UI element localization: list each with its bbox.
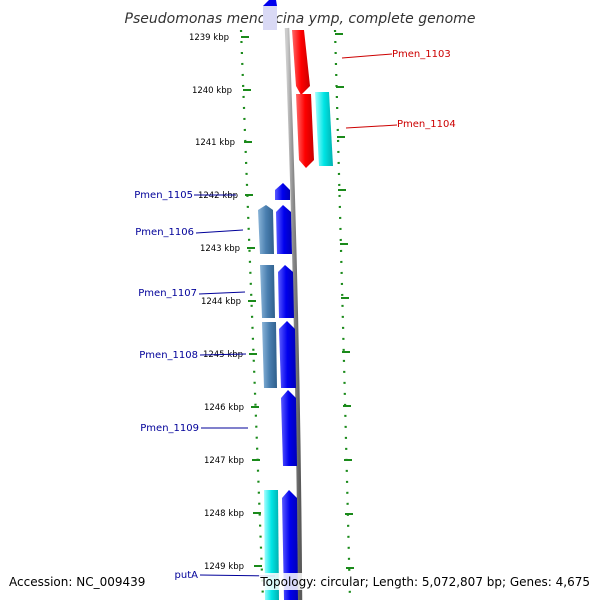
- scale-tick-label: 1248 kbp: [204, 509, 244, 519]
- outer-ticks: [335, 33, 354, 569]
- scale-tick-label: 1240 kbp: [192, 86, 232, 96]
- gene-arrow-puta[interactable]: [282, 490, 298, 600]
- gene-label-puta[interactable]: putA: [175, 570, 199, 581]
- gene-label-pmen-1105[interactable]: Pmen_1105: [134, 190, 193, 201]
- gene-arrow-pmen-1107-alt[interactable]: [260, 265, 275, 318]
- scale-tick-label: 1243 kbp: [200, 244, 240, 254]
- gene-arrow-pmen-1108-alt[interactable]: [262, 322, 277, 388]
- gene-arrow-pmen-1104[interactable]: [296, 94, 314, 168]
- scale-tick-label: 1247 kbp: [204, 456, 244, 466]
- gene-arrow-top-edge-core: [263, 0, 277, 6]
- leader-line: [341, 53, 393, 59]
- scale-tick-label: 1244 kbp: [201, 297, 241, 307]
- gene-arrow-pmen-1109[interactable]: [281, 390, 297, 466]
- leader-line: [199, 353, 247, 356]
- gene-arrow-pmen-1108[interactable]: [279, 321, 296, 388]
- gene-label-pmen-1109[interactable]: Pmen_1109: [140, 423, 199, 434]
- scale-tick-label: 1246 kbp: [204, 403, 244, 413]
- gene-arrow-puta-alt[interactable]: [264, 490, 279, 600]
- gene-arrow-top-edge: [263, 0, 277, 30]
- leader-line: [345, 124, 398, 129]
- genome-summary: Topology: circular; Length: 5,072,807 bp…: [259, 575, 590, 589]
- gene-label-pmen-1107[interactable]: Pmen_1107: [138, 288, 197, 299]
- scale-tick-label: 1249 kbp: [204, 562, 244, 572]
- gene-label-pmen-1106[interactable]: Pmen_1106: [135, 227, 194, 238]
- gene-arrow-pmen-1105[interactable]: [275, 183, 290, 200]
- gene-arrow-pmen-1106[interactable]: [276, 205, 292, 254]
- leader-line: [195, 229, 244, 234]
- scale-ticks: 1239 kbp 1240 kbp 1241 kbp 1242 kbp 1243…: [189, 33, 262, 572]
- gene-label-pmen-1103[interactable]: Pmen_1103: [392, 49, 451, 60]
- gene-label-pmen-1104[interactable]: Pmen_1104: [397, 119, 456, 130]
- gene-arrow-pmen-1107[interactable]: [278, 265, 294, 318]
- leader-line: [198, 291, 246, 295]
- gene-arrow-pmen-1106-alt[interactable]: [258, 205, 274, 254]
- gene-arrow-pmen-1103[interactable]: [292, 30, 310, 95]
- genome-backbone: [284, 27, 303, 600]
- scale-tick-label: 1241 kbp: [195, 138, 235, 148]
- scale-tick-label: 1239 kbp: [189, 33, 229, 43]
- scale-tick-label: 1242 kbp: [198, 191, 238, 201]
- inner-guide-arc: [239, 29, 265, 600]
- accession-label: Accession: NC_009439: [9, 575, 145, 589]
- map-title: Pseudomonas mendocina ymp, complete geno…: [125, 11, 476, 27]
- footer-summary-bg: [259, 573, 594, 590]
- gene-arrow-pmen-1104-alt[interactable]: [315, 92, 333, 166]
- gene-label-pmen-1108[interactable]: Pmen_1108: [139, 350, 198, 361]
